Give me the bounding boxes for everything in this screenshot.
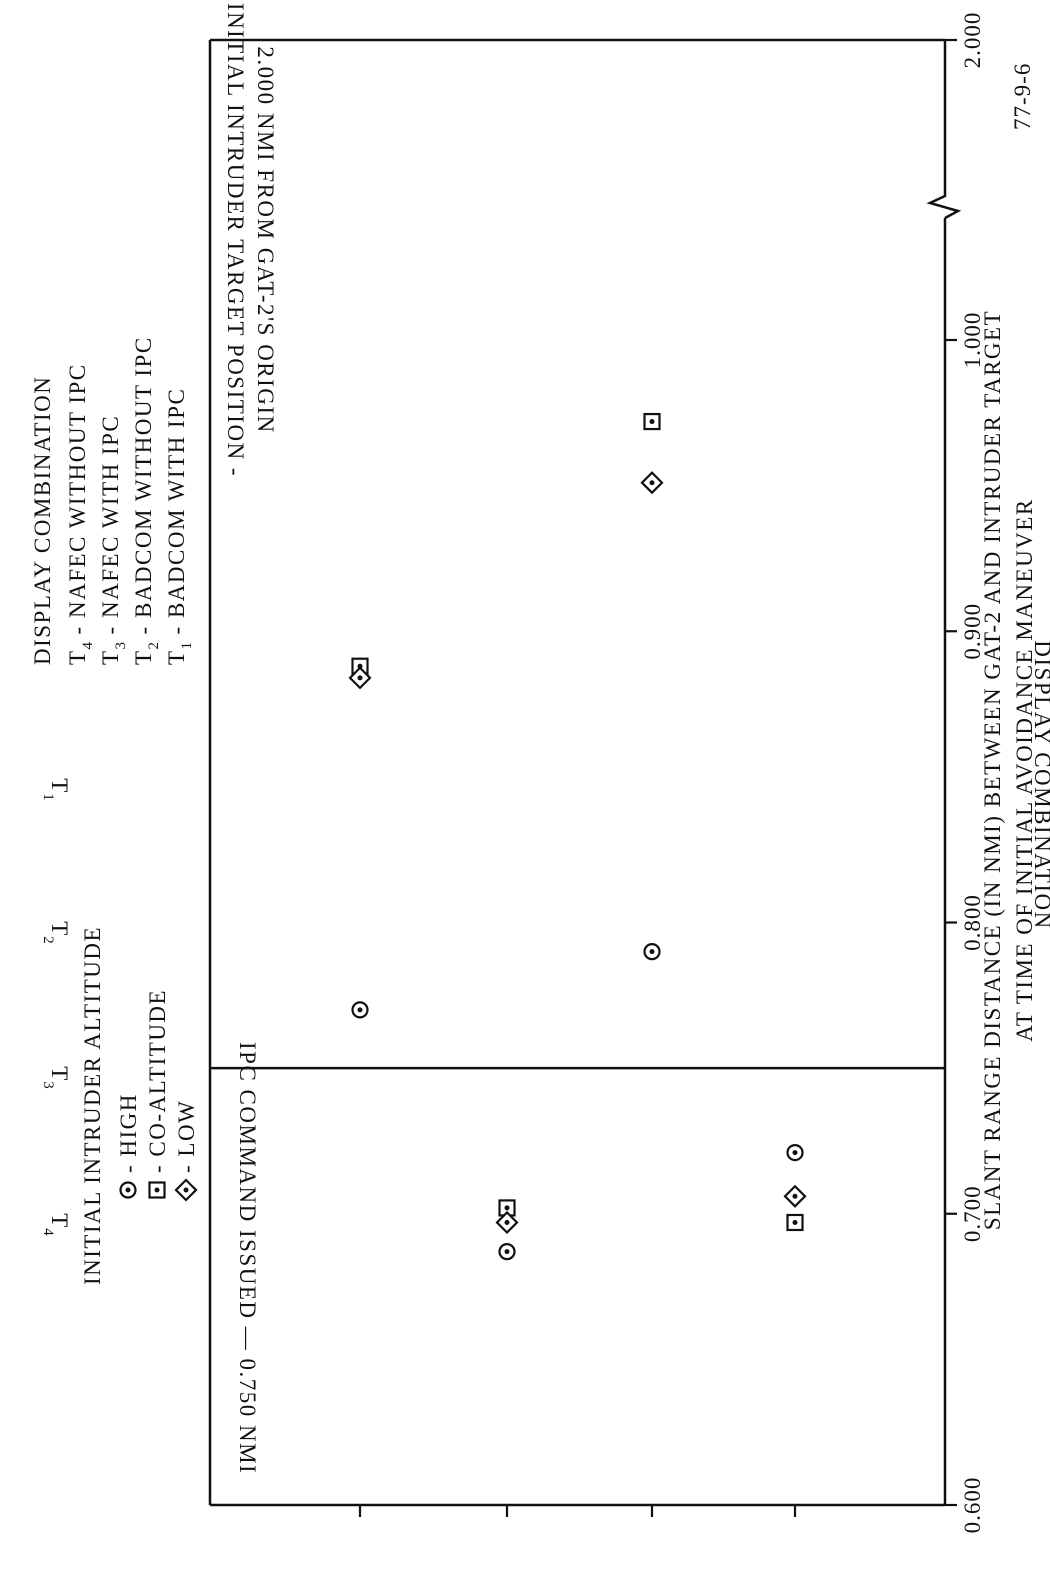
point-high-t2 xyxy=(643,943,661,961)
ipc-command-label: IPC COMMAND ISSUED — 0.750 NMI xyxy=(235,1042,260,1474)
point-low-t2 xyxy=(640,471,664,495)
point-low-t4 xyxy=(348,666,372,690)
initial-position-label-line1: INITIAL INTRUDER TARGET POSITION - xyxy=(223,3,248,477)
y-tick-label: T4 xyxy=(40,1213,72,1237)
x-tick: 0.800 xyxy=(945,894,985,951)
y-tick-t2: T2 xyxy=(40,921,654,1517)
y-tick-t4: T4 xyxy=(40,1213,362,1517)
y-axis-title: DISPLAY COMBINATION xyxy=(1030,640,1050,929)
y-tick-t1: T1 xyxy=(40,778,797,1517)
y-tick-t3: T3 xyxy=(40,1066,509,1517)
initial-position-label-line2: 2.000 NMI FROM GAT-2'S ORIGIN xyxy=(253,46,278,433)
display-legend-item: T2- BADCOM WITHOUT IPC xyxy=(131,336,162,665)
x-tick-label: 0.700 xyxy=(960,1185,985,1242)
axis-break-mark xyxy=(926,192,962,220)
x-axis-title: SLANT RANGE DISTANCE (IN NMI) BETWEEN GA… xyxy=(980,310,1005,1230)
display-legend-title: DISPLAY COMBINATION xyxy=(30,376,55,665)
point-high-t3 xyxy=(498,1243,516,1261)
x-tick-label: 2.000 xyxy=(960,12,985,69)
point-high-t4 xyxy=(351,1001,369,1019)
data-points xyxy=(348,412,807,1261)
x-tick: 0.900 xyxy=(945,603,985,660)
legend-marker-low xyxy=(174,1178,198,1202)
y-axis-ticks: T4 T3 T2 T1 xyxy=(40,778,797,1517)
x-tick: 0.700 xyxy=(945,1185,985,1242)
display-legend: DISPLAY COMBINATION T4- NAFEC WITHOUT IP… xyxy=(30,336,195,665)
y-tick-label: T1 xyxy=(40,778,72,802)
display-legend-item: T1- BADCOM WITH IPC xyxy=(164,388,195,665)
x-axis-title-line2: AT TIME OF INITIAL AVOIDANCE MANEUVER xyxy=(1012,498,1037,1041)
y-tick-label: T2 xyxy=(40,921,72,945)
x-tick: 0.600 xyxy=(945,1477,985,1534)
legend-label-high: - HIGH xyxy=(116,1093,141,1173)
point-high-t1 xyxy=(786,1143,804,1162)
y-tick-label: T3 xyxy=(40,1066,72,1090)
plot-frame xyxy=(208,38,962,1507)
display-legend-item: T4- NAFEC WITHOUT IPC xyxy=(65,363,96,665)
point-co-altitude-t2 xyxy=(643,412,661,431)
x-tick-label: 0.600 xyxy=(960,1477,985,1534)
altitude-legend: INITIAL INTRUDER ALTITUDE - HIGH - CO-ALT… xyxy=(80,926,199,1285)
x-tick: 2.000 xyxy=(945,12,985,69)
x-tick: 1.000 xyxy=(945,312,985,369)
x-tick-label: 0.900 xyxy=(960,603,985,660)
x-axis-ticks: 0.600 0.700 0.800 0.900 1.000 2.000 xyxy=(945,12,985,1534)
legend-marker-high xyxy=(119,1181,137,1199)
legend-label-co-altitude: - CO-ALTITUDE xyxy=(145,989,170,1173)
point-low-t1 xyxy=(783,1184,807,1208)
legend-label-low: - LOW xyxy=(174,1100,199,1173)
x-tick-label: 1.000 xyxy=(960,312,985,369)
legend-marker-co-altitude xyxy=(148,1181,166,1199)
x-tick-label: 0.800 xyxy=(960,894,985,951)
altitude-legend-title: INITIAL INTRUDER ALTITUDE xyxy=(80,926,105,1285)
point-co-altitude-t1 xyxy=(786,1213,804,1232)
display-legend-item: T3- NAFEC WITH IPC xyxy=(98,415,129,665)
figure-id: 77-9-6 xyxy=(1010,63,1035,130)
point-low-t3 xyxy=(495,1210,519,1235)
